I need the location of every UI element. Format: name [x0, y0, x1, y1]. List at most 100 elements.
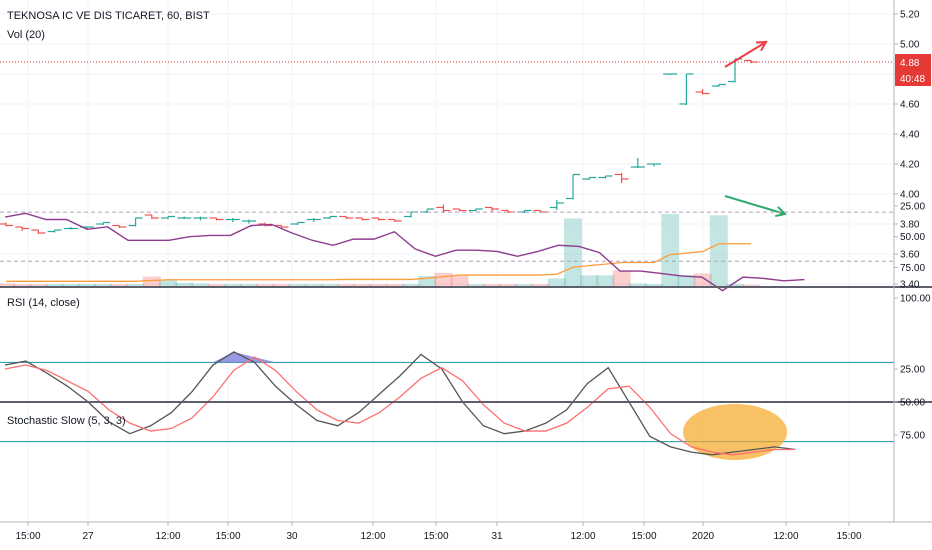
price-tick-label: 4.60 — [900, 100, 920, 111]
price-tick-label: 4.20 — [900, 160, 920, 171]
volume-bar — [321, 284, 339, 286]
ohlc-bar — [144, 214, 159, 219]
volume-bar — [142, 276, 161, 286]
ohlc-bar — [242, 219, 256, 224]
ohlc-bar — [679, 73, 694, 105]
volume-bar — [61, 284, 80, 286]
down-arrow-head — [775, 206, 787, 218]
ohlc-bar — [63, 227, 78, 230]
volume-bar — [726, 284, 744, 286]
price-tick-label: 3.60 — [900, 250, 920, 261]
ohlc-bar — [128, 217, 143, 227]
volume-bar — [240, 284, 258, 286]
ohlc-bar — [371, 217, 386, 221]
ohlc-bar — [711, 83, 726, 87]
volume-bar — [159, 279, 177, 286]
volume-bar — [677, 275, 696, 286]
volume-bar — [94, 284, 113, 286]
time-tick-label: 12:00 — [360, 531, 385, 542]
volume-bar — [207, 284, 226, 286]
volume-bar — [515, 284, 534, 286]
time-tick-label: 15:00 — [15, 531, 40, 542]
countdown-tag: 40:48 — [900, 74, 925, 85]
rsi-tick-label: 50.00 — [900, 232, 925, 243]
volume-bar — [402, 284, 420, 286]
rsi-line — [4, 212, 805, 292]
up-arrow-head — [755, 40, 768, 52]
down-arrow — [724, 195, 787, 218]
volume-bar — [564, 218, 582, 286]
rsi-label: RSI (14, close) — [7, 297, 80, 309]
down-arrow-shaft — [724, 195, 786, 215]
ohlc-bar — [355, 217, 370, 221]
volume-bar — [434, 272, 453, 286]
time-tick-label: 15:00 — [215, 531, 240, 542]
ohlc-bar — [209, 217, 224, 221]
time-tick-label: 2020 — [692, 531, 715, 542]
volume-bar — [110, 284, 129, 286]
time-tick-label: 15:00 — [423, 531, 448, 542]
ohlc-bar — [695, 89, 710, 95]
time-tick-label: 30 — [286, 531, 298, 542]
volume-bar — [628, 283, 647, 286]
volume-bar — [450, 275, 469, 286]
ohlc-bar — [630, 158, 645, 168]
volume-bar — [645, 284, 663, 286]
ohlc-bar — [161, 215, 175, 219]
volume-bar — [483, 284, 501, 286]
volume-bar — [385, 284, 404, 286]
up-arrow-shaft — [724, 41, 767, 68]
time-tick-label: 15:00 — [631, 531, 656, 542]
volume-bar — [45, 284, 64, 286]
volume-bar — [547, 278, 566, 286]
ohlc-bar — [112, 224, 127, 228]
volume-bar — [272, 284, 291, 286]
volume-bar — [418, 275, 437, 286]
volume-bar — [29, 284, 48, 286]
price-tick-label: 4.40 — [900, 130, 920, 141]
last-price-tag: 4.88 — [900, 58, 920, 69]
ohlc-bar — [744, 59, 759, 63]
volume-bar — [337, 284, 356, 286]
ohlc-bar — [485, 206, 499, 212]
ohlc-bar — [452, 208, 467, 212]
up-arrow — [724, 40, 768, 68]
volume-bar — [0, 283, 15, 286]
countdown-tag-bg — [895, 70, 931, 86]
ohlc-bar — [387, 218, 402, 222]
price-tick-label: 4.00 — [900, 190, 920, 201]
volume-bar — [256, 284, 275, 286]
ohlc-bar — [96, 221, 111, 225]
ohlc-bar — [436, 204, 451, 213]
stoch-tick-label: 75.00 — [900, 431, 925, 442]
volume-bar — [78, 284, 96, 286]
time-tick-label: 12:00 — [155, 531, 180, 542]
volume-bar — [466, 284, 485, 286]
vol-label: Vol (20) — [7, 29, 45, 41]
volume-bar — [580, 275, 599, 286]
ohlc-bar — [549, 200, 564, 210]
price-tick-label: 5.00 — [900, 40, 920, 51]
highlight-ellipse — [683, 404, 787, 460]
ohlc-bar — [323, 215, 337, 219]
stoch-k-line — [4, 351, 796, 456]
volume-bar — [709, 215, 728, 286]
ohlc-bar — [15, 226, 30, 231]
volume-bar — [288, 284, 307, 286]
time-tick-label: 27 — [82, 531, 94, 542]
volume-bar — [369, 284, 388, 286]
ohlc-bar — [728, 58, 742, 83]
volume-bar — [661, 214, 680, 286]
volume-bar — [499, 284, 518, 286]
time-tick-label: 12:00 — [570, 531, 595, 542]
ohlc-bar — [47, 229, 62, 233]
price-tick-label: 3.40 — [900, 280, 920, 291]
volume-bar — [223, 284, 242, 286]
ohlc-bar — [404, 211, 418, 218]
ohlc-bar — [614, 173, 629, 183]
volume-bar — [126, 284, 145, 286]
ohlc-bar — [468, 208, 483, 212]
ohlc-bar — [193, 216, 208, 221]
volume-bar — [612, 270, 631, 286]
